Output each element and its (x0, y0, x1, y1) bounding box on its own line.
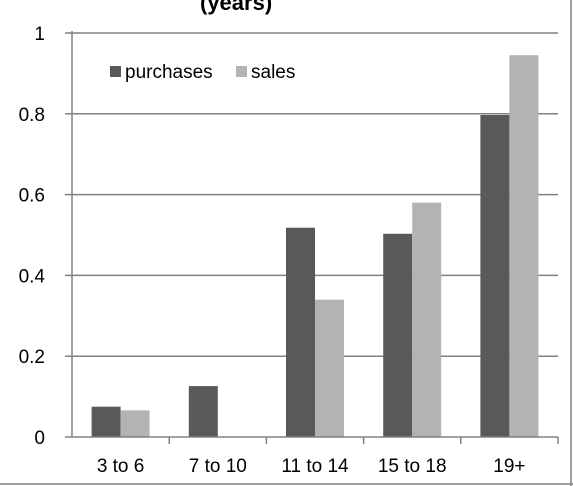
legend-swatch (110, 66, 121, 77)
axes (65, 31, 559, 444)
bar-purchases (91, 406, 121, 437)
y-tick-label: 0.2 (19, 347, 45, 368)
x-tick-label: 3 to 6 (97, 456, 145, 477)
bar-purchases (480, 115, 510, 438)
y-tick-label: 0.4 (19, 266, 46, 287)
y-tick-label: 0 (34, 428, 45, 449)
bar-sales (315, 299, 344, 437)
legend-label: sales (251, 62, 295, 83)
bar-purchases (383, 233, 413, 437)
y-tick-label: 0.8 (19, 105, 45, 126)
x-tick-labels: 3 to 6 7 to 10 11 to 14 15 to 18 19+ (97, 456, 526, 477)
legend: purchases sales (110, 62, 295, 83)
bars (91, 55, 539, 438)
bar-sales (509, 55, 539, 437)
y-tick-label: 0.6 (19, 186, 45, 207)
legend-swatch (236, 66, 247, 77)
bar-sales (120, 410, 150, 437)
bar-purchases (188, 386, 218, 437)
chart-title: (years) (200, 0, 272, 15)
bar-sales (412, 202, 442, 437)
x-tick-label: 19+ (493, 456, 525, 477)
x-tick-label: 11 to 14 (281, 456, 349, 477)
x-tick-label: 7 to 10 (189, 456, 247, 477)
y-tick-label: 1 (34, 24, 45, 45)
bar-purchases (286, 227, 315, 437)
x-tick-label: 15 to 18 (378, 456, 447, 477)
legend-label: purchases (125, 62, 213, 83)
y-tick-labels: 0 0.2 0.4 0.6 0.8 1 (19, 24, 46, 449)
